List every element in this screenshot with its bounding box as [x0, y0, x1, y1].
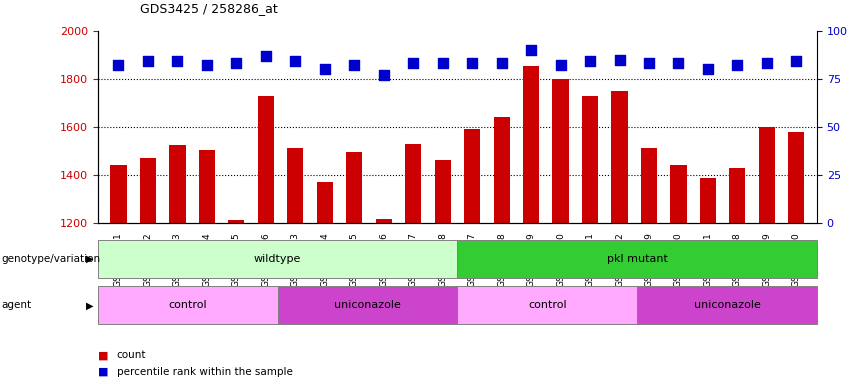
Bar	[228, 220, 244, 223]
Point	[377, 72, 391, 78]
Text: control: control	[528, 300, 567, 310]
Point	[141, 58, 155, 65]
Text: ■: ■	[98, 367, 108, 377]
Text: uniconazole: uniconazole	[694, 300, 761, 310]
Point	[730, 62, 744, 68]
Bar	[494, 117, 510, 223]
Bar	[346, 152, 363, 223]
Bar	[523, 66, 540, 223]
Text: control: control	[168, 300, 207, 310]
Bar	[552, 79, 568, 223]
Bar	[375, 219, 391, 223]
Point	[347, 62, 361, 68]
Bar	[464, 129, 480, 223]
Text: ▶: ▶	[86, 254, 94, 264]
Bar	[611, 91, 627, 223]
Bar	[582, 96, 598, 223]
Point	[200, 62, 214, 68]
Point	[465, 60, 479, 66]
Bar	[729, 167, 745, 223]
Point	[111, 62, 125, 68]
Bar	[700, 178, 716, 223]
Point	[230, 60, 243, 66]
Bar	[169, 145, 186, 223]
Text: agent: agent	[2, 300, 31, 310]
Point	[494, 60, 508, 66]
Point	[436, 60, 449, 66]
Point	[554, 62, 568, 68]
Text: wildtype: wildtype	[254, 254, 301, 264]
Point	[643, 60, 656, 66]
Bar	[435, 161, 451, 223]
Point	[318, 66, 332, 72]
Bar	[405, 144, 421, 223]
Point	[760, 60, 774, 66]
Point	[613, 56, 626, 63]
Bar	[199, 150, 215, 223]
Bar	[788, 131, 804, 223]
Text: ▶: ▶	[86, 300, 94, 310]
Bar	[258, 96, 274, 223]
Point	[288, 58, 302, 65]
Text: genotype/variation: genotype/variation	[2, 254, 100, 264]
Text: percentile rank within the sample: percentile rank within the sample	[117, 367, 293, 377]
Point	[701, 66, 715, 72]
Bar	[111, 165, 127, 223]
Bar	[288, 148, 304, 223]
Text: pkl mutant: pkl mutant	[607, 254, 668, 264]
Bar	[759, 127, 775, 223]
Bar	[641, 148, 657, 223]
Text: GDS3425 / 258286_at: GDS3425 / 258286_at	[140, 2, 278, 15]
Text: count: count	[117, 350, 146, 360]
Point	[524, 47, 538, 53]
Point	[407, 60, 420, 66]
Bar	[317, 182, 333, 223]
Point	[259, 53, 272, 59]
Bar	[140, 159, 156, 223]
Bar	[671, 165, 687, 223]
Point	[790, 58, 803, 65]
Point	[171, 58, 185, 65]
Text: uniconazole: uniconazole	[334, 300, 401, 310]
Text: ■: ■	[98, 350, 108, 360]
Point	[583, 58, 597, 65]
Point	[671, 60, 685, 66]
